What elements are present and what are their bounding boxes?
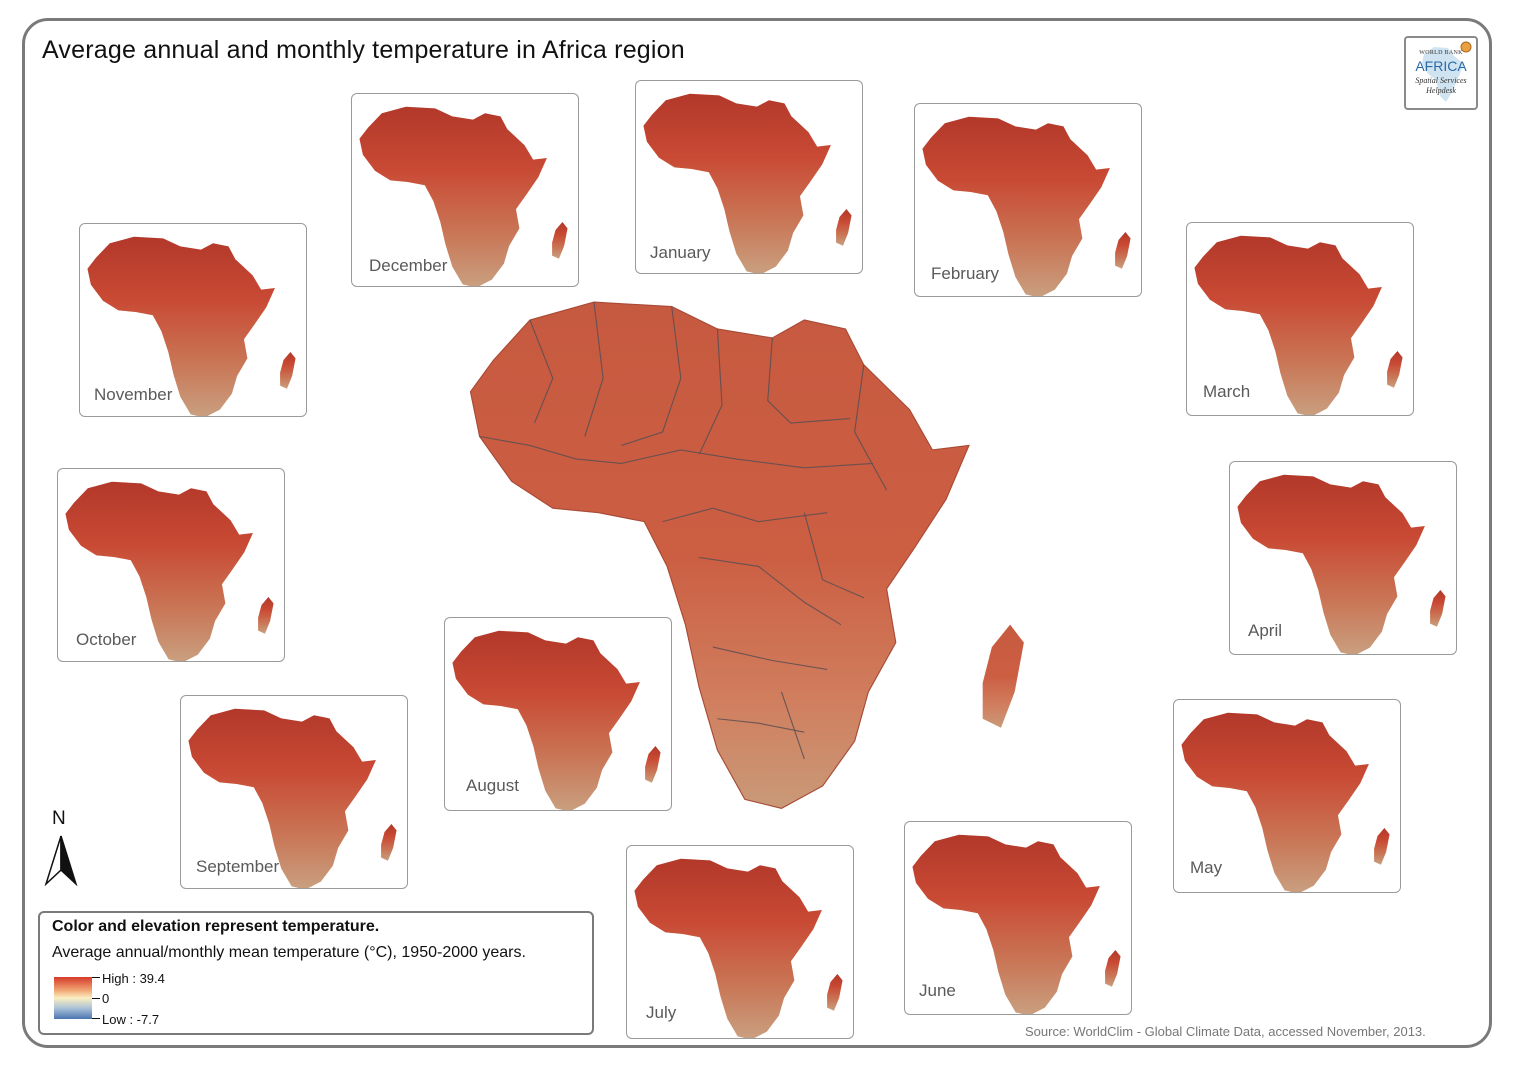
month-panel-march: March — [1186, 222, 1414, 416]
logo-africa-icon — [1422, 47, 1464, 102]
logo-line-3: Spatial Services — [1415, 76, 1467, 85]
legend: Color and elevation represent temperatur… — [38, 911, 594, 1035]
month-panel-december: December — [351, 93, 579, 287]
logo-line-4: Helpdesk — [1426, 86, 1456, 95]
month-panel-february: February — [914, 103, 1142, 297]
legend-mark-low — [92, 1018, 100, 1019]
country-borders — [479, 302, 888, 760]
month-label-april: April — [1248, 621, 1283, 640]
month-label-september: September — [196, 857, 280, 876]
month-label-november: November — [94, 385, 173, 404]
month-label-may: May — [1190, 858, 1223, 877]
legend-mark-mid — [92, 998, 100, 999]
month-panel-august: August — [444, 617, 672, 811]
page-title: Average annual and monthly temperature i… — [42, 36, 685, 64]
month-label-june: June — [919, 981, 956, 1000]
north-arrow-icon — [44, 835, 78, 886]
annual-temperature-map — [469, 300, 1024, 810]
legend-mark-high — [92, 977, 100, 978]
month-panel-june: June — [904, 821, 1132, 1015]
month-label-january: January — [650, 243, 711, 262]
legend-heading: Color and elevation represent temperatur… — [52, 918, 380, 935]
month-panel-may: May — [1173, 699, 1401, 893]
logo-tagline: Spatial Services Helpdesk — [1406, 76, 1476, 96]
logo-line-2: AFRICA — [1415, 58, 1467, 74]
month-panel-april: April — [1229, 461, 1457, 655]
legend-subtitle: Average annual/monthly mean temperature … — [52, 944, 526, 961]
month-panel-september: September — [180, 695, 408, 889]
month-label-december: December — [369, 256, 448, 275]
month-label-august: August — [466, 776, 519, 795]
month-panel-november: November — [79, 223, 307, 417]
month-label-february: February — [931, 264, 1000, 283]
legend-color-ramp — [54, 977, 92, 1019]
legend-mid: 0 — [102, 991, 110, 1006]
month-panel-october: October — [57, 468, 285, 662]
month-label-october: October — [76, 630, 137, 649]
legend-low: Low : -7.7 — [102, 1012, 160, 1027]
source-note: Source: WorldClim - Global Climate Data,… — [1025, 1024, 1426, 1039]
month-label-march: March — [1203, 382, 1251, 401]
legend-high: High : 39.4 — [102, 971, 165, 986]
world-bank-logo: WORLD BANK AFRICA Spatial Services Helpd… — [1404, 36, 1478, 110]
north-label: N — [52, 808, 66, 829]
month-panel-january: January — [635, 80, 863, 274]
world-bank-seal-icon — [1460, 41, 1472, 53]
logo-line-1: WORLD BANK — [1419, 50, 1463, 56]
month-label-july: July — [646, 1003, 677, 1022]
month-panel-july: July — [626, 845, 854, 1039]
